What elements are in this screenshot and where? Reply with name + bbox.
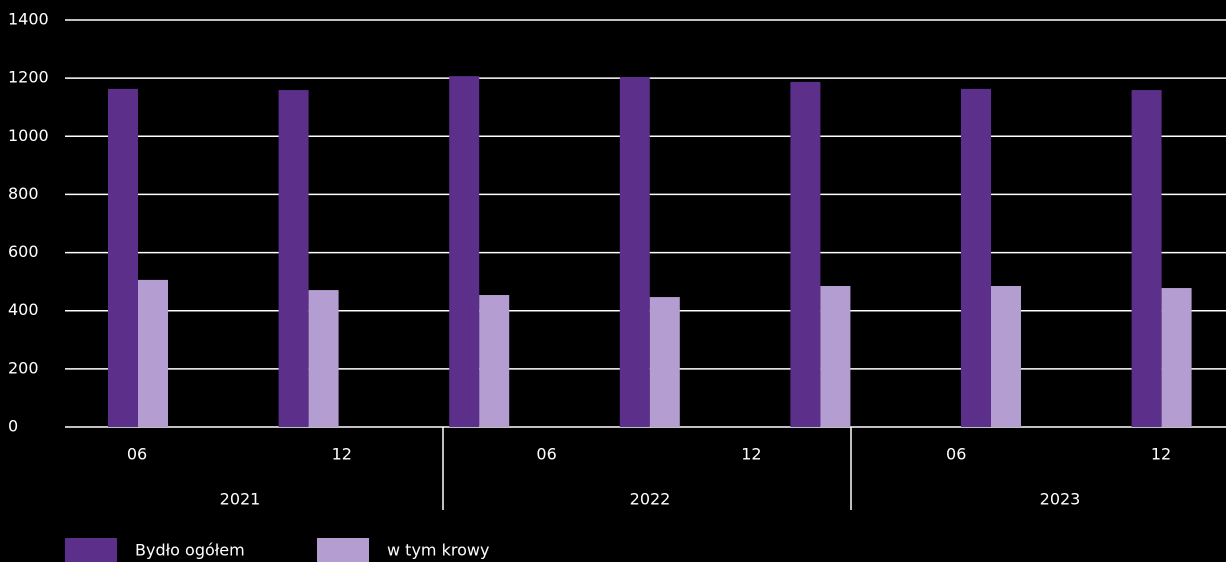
y-tick-label: 600 xyxy=(8,242,39,261)
y-tick-label: 1200 xyxy=(8,68,49,87)
y-tick-label: 1400 xyxy=(8,10,49,29)
y-tick-label: 1000 xyxy=(8,126,49,145)
bar xyxy=(479,295,510,427)
legend-swatch xyxy=(65,538,117,562)
x-tick-label: 06 xyxy=(946,445,966,464)
bar xyxy=(138,279,168,427)
x-tick-label: 06 xyxy=(127,445,147,464)
x-group-label: 2022 xyxy=(630,490,671,509)
bar xyxy=(449,76,480,428)
bar xyxy=(108,88,138,427)
bar xyxy=(308,290,339,427)
y-tick-label: 800 xyxy=(8,184,39,203)
bar xyxy=(961,88,991,427)
legend-swatch xyxy=(317,538,369,562)
y-tick-label: 0 xyxy=(8,417,18,436)
bar xyxy=(790,81,821,427)
y-tick-label: 200 xyxy=(8,358,39,377)
bar xyxy=(649,297,680,427)
x-group-label: 2023 xyxy=(1040,490,1081,509)
x-tick-label: 12 xyxy=(741,445,761,464)
y-tick-label: 400 xyxy=(8,300,39,319)
bar xyxy=(820,286,851,427)
bar xyxy=(991,286,1021,427)
x-tick-label: 12 xyxy=(332,445,352,464)
bar xyxy=(278,90,309,428)
x-group-label: 2021 xyxy=(220,490,261,509)
bar xyxy=(1161,288,1192,427)
legend-label: w tym krowy xyxy=(387,541,489,560)
legend-label: Bydło ogółem xyxy=(135,541,245,560)
bar xyxy=(1131,90,1162,428)
x-tick-label: 06 xyxy=(536,445,556,464)
x-tick-label: 12 xyxy=(1151,445,1171,464)
bar xyxy=(619,76,650,427)
